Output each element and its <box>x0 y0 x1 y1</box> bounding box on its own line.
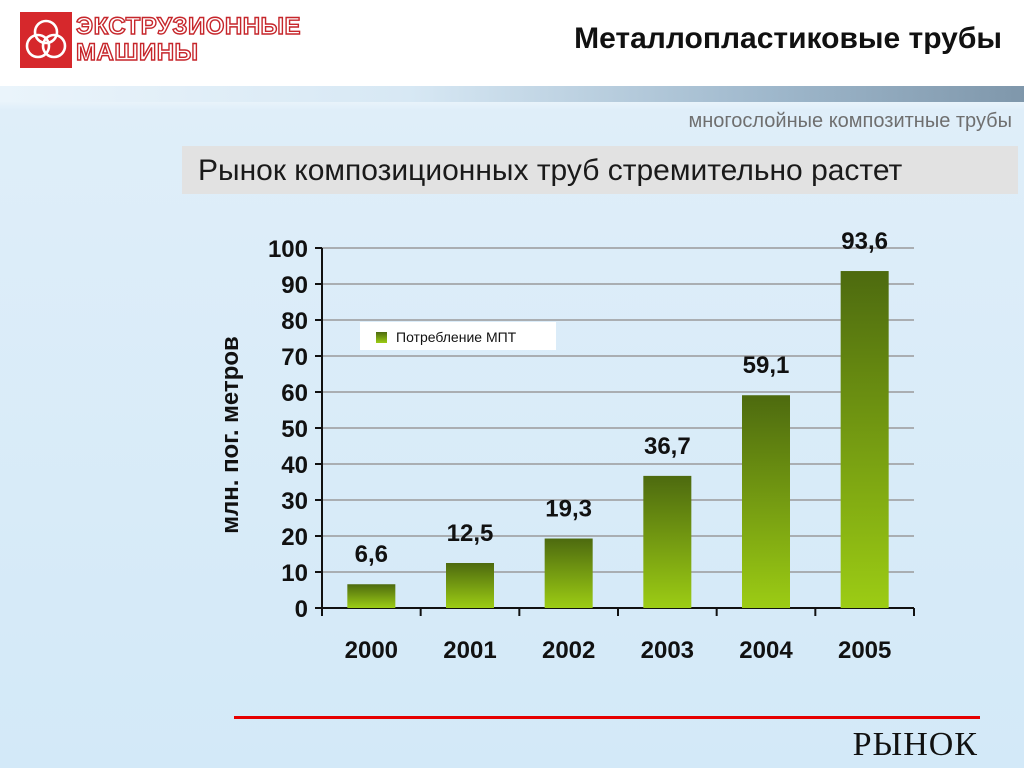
bar-chart: 0 10 20 30 40 50 60 70 80 90 100 6,6 2000 12,5 2001 19,… <box>217 228 915 664</box>
axes <box>315 247 915 616</box>
bar-2002 <box>544 538 593 608</box>
headline: Рынок композиционных труб стремительно р… <box>198 154 903 187</box>
y-tick-label: 80 <box>281 308 308 335</box>
bars <box>347 271 889 608</box>
legend-label: Потребление МПТ <box>396 329 517 345</box>
logo-text-line2: МАШИНЫ <box>75 39 199 66</box>
footer-section-label: РЫНОК <box>852 726 978 763</box>
data-label-2002: 19,3 <box>545 496 592 523</box>
data-label-2005: 93,6 <box>841 228 888 255</box>
y-tick-label: 0 <box>295 596 308 623</box>
bar-2004 <box>742 395 790 608</box>
headline-box: Рынок композиционных труб стремительно р… <box>182 146 1018 194</box>
y-tick-label: 100 <box>268 236 308 263</box>
x-tick-label-2004: 2004 <box>739 637 793 664</box>
bar-2005 <box>840 271 889 608</box>
y-tick-label: 50 <box>281 416 308 443</box>
y-tick-label: 90 <box>281 272 308 299</box>
header: ЭКСТРУЗИОННЫЕ МАШИНЫ Металлопластиковые … <box>0 0 1024 86</box>
y-axis-label: млн. пог. метров <box>217 336 244 534</box>
x-tick-label-2005: 2005 <box>838 637 891 664</box>
bar-2000 <box>347 584 396 608</box>
y-tick-label: 70 <box>281 344 308 371</box>
x-tick-label-2003: 2003 <box>641 637 694 664</box>
logo-text: ЭКСТРУЗИОННЫЕ МАШИНЫ <box>75 13 302 66</box>
data-label-2001: 12,5 <box>447 520 494 547</box>
legend-swatch <box>376 332 387 343</box>
logo-rings-icon <box>20 12 72 68</box>
y-tick-label: 60 <box>281 380 308 407</box>
header-band <box>0 86 1024 102</box>
bar-2003 <box>643 475 692 608</box>
data-label-2000: 6,6 <box>355 541 388 568</box>
chart-legend: Потребление МПТ <box>360 322 556 350</box>
bar-2001 <box>446 563 494 608</box>
logo-text-line1: ЭКСТРУЗИОННЫЕ <box>75 13 302 40</box>
y-tick-label: 10 <box>281 560 308 587</box>
data-label-2004: 59,1 <box>743 352 790 379</box>
y-tick-label: 30 <box>281 488 308 515</box>
legend-box <box>360 322 556 350</box>
x-tick-label-2001: 2001 <box>443 637 496 664</box>
y-tick-label: 20 <box>281 524 308 551</box>
data-label-2003: 36,7 <box>644 433 691 460</box>
page-title: Металлопластиковые трубы <box>574 22 1002 55</box>
subtitle: многослойные композитные трубы <box>688 110 1012 132</box>
x-tick-label-2000: 2000 <box>345 637 398 664</box>
gridlines <box>322 247 914 573</box>
y-tick-label: 40 <box>281 452 308 479</box>
footer-divider <box>234 716 980 719</box>
company-logo: ЭКСТРУЗИОННЫЕ МАШИНЫ <box>20 12 301 72</box>
x-tick-label-2002: 2002 <box>542 637 595 664</box>
labels: 0 10 20 30 40 50 60 70 80 90 100 6,6 2000 12,5 2001 19,… <box>268 228 891 664</box>
